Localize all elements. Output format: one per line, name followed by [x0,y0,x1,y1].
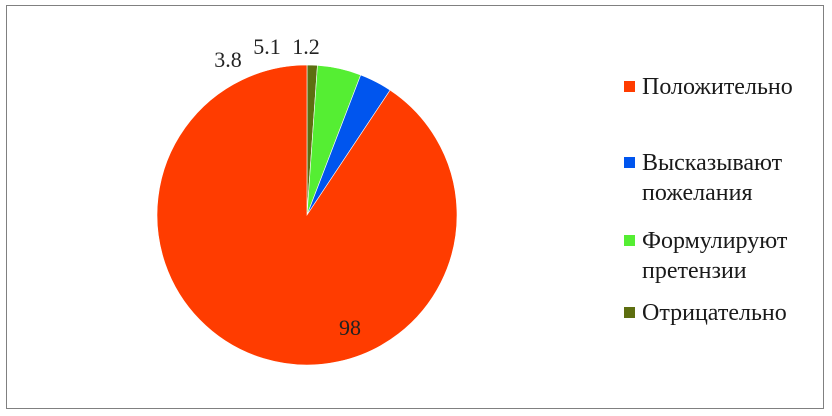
legend-item-claims: Формулируют претензии [624,226,787,286]
slice-positive [156,64,458,366]
legend-item-wishes: Высказывают пожелания [624,148,782,208]
data-label: 3.8 [214,47,242,72]
legend-label: Высказывают пожелания [642,150,783,206]
legend-item-negative: Отрицательно [624,298,787,328]
data-label: 1.2 [292,34,320,59]
legend-label: Отрицательно [642,300,787,326]
data-label: 5.1 [253,34,281,59]
legend-swatch [624,235,635,246]
legend-swatch [624,81,635,92]
legend-swatch [624,157,635,168]
legend-label: Формулируют претензии [642,228,788,284]
data-label: 98 [339,315,361,340]
legend-swatch [624,307,635,318]
legend-label: Положительно [642,74,793,100]
legend-item-positive: Положительно [624,72,793,102]
